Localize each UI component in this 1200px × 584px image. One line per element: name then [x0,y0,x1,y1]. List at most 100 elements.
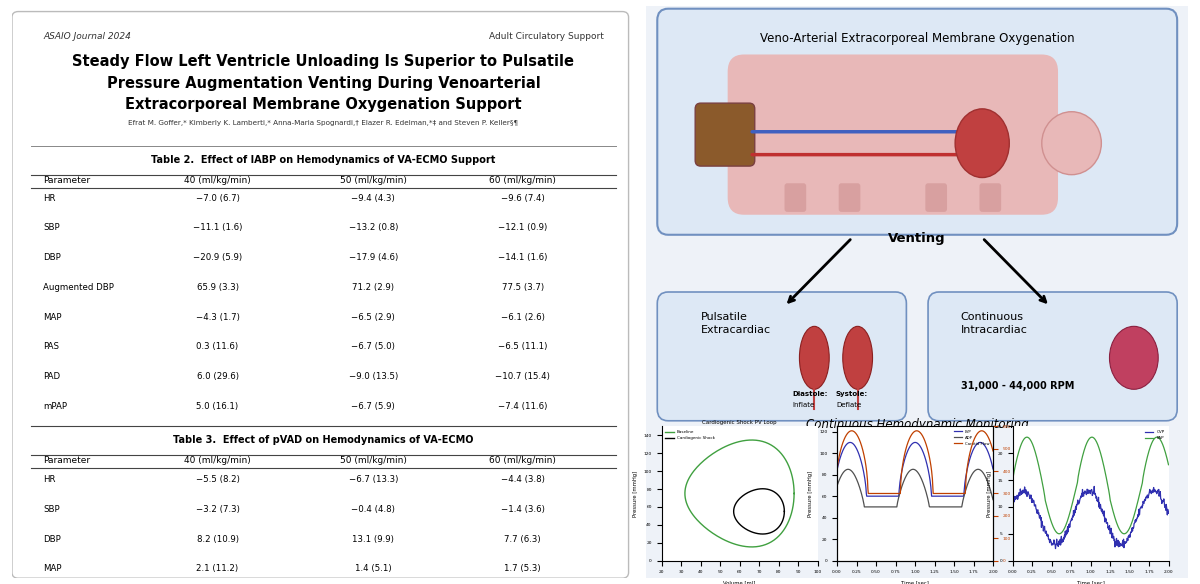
Carotid Flow [929,490,943,497]
LVP [830,467,845,474]
PAP [1056,527,1070,534]
Text: 1.4 (5.1): 1.4 (5.1) [355,564,391,573]
Text: PAD: PAD [43,372,60,381]
Text: Table 3.  Effect of pVAD on Hemodynamics of VA-ECMO: Table 3. Effect of pVAD on Hemodynamics … [173,434,474,444]
X-axis label: Time [sec]: Time [sec] [901,580,929,584]
Baseline [725,440,739,447]
Carotid Flow [881,490,895,497]
CVP [1087,483,1102,490]
LVP [986,465,1001,472]
Baseline [787,490,802,497]
Ellipse shape [799,326,829,390]
FancyBboxPatch shape [839,183,860,212]
Text: Efrat M. Goffer,* Kimberly K. Lamberti,* Anna-Maria Spognardi,† Elazer R. Edelma: Efrat M. Goffer,* Kimberly K. Lamberti,*… [128,120,518,126]
PAP [1067,492,1081,499]
Ellipse shape [955,109,1009,178]
Carotid Flow [943,490,958,497]
Text: 13.1 (9.9): 13.1 (9.9) [353,535,394,544]
Cardiogenic Shock [778,508,792,515]
Text: −1.4 (3.6): −1.4 (3.6) [500,505,545,514]
Cardiogenic Shock [776,515,791,522]
ADP [986,496,1001,503]
Carotid Flow [848,430,863,437]
Text: 7.7 (6.3): 7.7 (6.3) [504,535,541,544]
Baseline [754,437,768,444]
Baseline [744,436,758,443]
Baseline [784,466,798,473]
LVP [859,493,874,500]
Text: 5.0 (16.1): 5.0 (16.1) [197,402,239,411]
Cardiogenic Shock [749,486,763,493]
ADP [881,503,895,510]
Text: MAP: MAP [43,312,61,322]
Line: ADP: ADP [838,470,994,507]
Text: −17.9 (4.6): −17.9 (4.6) [348,253,398,262]
ADP [848,474,863,481]
Text: 8.2 (10.9): 8.2 (10.9) [197,535,239,544]
Title: Cardiogenic Shock PV Loop: Cardiogenic Shock PV Loop [702,419,776,425]
Text: Systole:: Systole: [836,391,868,397]
Text: DBP: DBP [43,535,61,544]
FancyBboxPatch shape [12,12,629,578]
Text: −12.1 (0.9): −12.1 (0.9) [498,223,547,232]
Text: ASAIO Journal 2024: ASAIO Journal 2024 [43,32,131,41]
Text: −9.0 (13.5): −9.0 (13.5) [348,372,398,381]
Cardiogenic Shock [756,530,770,537]
LVP [943,493,958,500]
Carotid Flow [986,447,1001,454]
Carotid Flow [862,490,876,497]
Y-axis label: Pressure [mmHg]: Pressure [mmHg] [632,470,638,517]
Text: Continuous Hemodynamic Monitoring: Continuous Hemodynamic Monitoring [806,418,1028,431]
Text: 40 (ml/kg/min): 40 (ml/kg/min) [184,176,251,185]
Legend: CVP, PAP: CVP, PAP [1144,429,1166,442]
ADP [857,503,871,510]
X-axis label: Volume [ml]: Volume [ml] [724,580,756,584]
PAP [1104,500,1118,507]
Baseline [787,490,802,497]
Legend: LVP, ADP, Carotid Flow: LVP, ADP, Carotid Flow [953,428,991,447]
Text: 50 (ml/kg/min): 50 (ml/kg/min) [340,176,407,185]
FancyBboxPatch shape [658,9,1177,235]
LVP [848,444,863,451]
ADP [971,466,985,473]
Carotid Flow [943,490,958,497]
Text: 65.9 (3.3): 65.9 (3.3) [197,283,239,292]
Y-axis label: Pressure [mmHg]: Pressure [mmHg] [986,470,991,517]
LVP [881,493,895,500]
ADP [943,503,958,510]
FancyBboxPatch shape [979,183,1001,212]
ADP [929,503,943,510]
Text: −6.7 (13.3): −6.7 (13.3) [348,475,398,484]
ADP [892,492,906,499]
Text: 6.0 (29.6): 6.0 (29.6) [197,372,239,381]
Text: 40 (ml/kg/min): 40 (ml/kg/min) [184,456,251,465]
LVP [973,439,988,446]
CVP [1120,538,1134,545]
Text: −6.5 (2.9): −6.5 (2.9) [352,312,395,322]
Text: −4.4 (3.8): −4.4 (3.8) [500,475,545,484]
FancyBboxPatch shape [785,183,806,212]
Legend: Baseline, Cardiogenic Shock: Baseline, Cardiogenic Shock [664,429,716,442]
Text: −6.7 (5.0): −6.7 (5.0) [352,342,395,352]
CVP [1162,508,1176,515]
PAP [1162,461,1176,468]
Text: DBP: DBP [43,253,61,262]
ADP [943,503,958,510]
Text: −7.0 (6.7): −7.0 (6.7) [196,193,240,203]
Circle shape [1042,112,1102,175]
PAP [1085,434,1099,441]
Text: Pressure Augmentation Venting During Venoarterial: Pressure Augmentation Venting During Ven… [107,76,540,91]
Text: SBP: SBP [43,223,60,232]
CVP [1104,528,1118,535]
Text: −6.1 (2.6): −6.1 (2.6) [500,312,545,322]
Text: −11.1 (1.6): −11.1 (1.6) [193,223,242,232]
Text: −9.4 (4.3): −9.4 (4.3) [352,193,395,203]
CVP [1024,493,1038,500]
LVP [929,493,943,500]
Text: −13.2 (0.8): −13.2 (0.8) [348,223,398,232]
Text: −3.2 (7.3): −3.2 (7.3) [196,505,240,514]
PAP [1118,530,1133,537]
Line: Carotid Flow: Carotid Flow [838,431,994,493]
Text: −4.3 (1.7): −4.3 (1.7) [196,312,240,322]
Carotid Flow [974,427,989,434]
